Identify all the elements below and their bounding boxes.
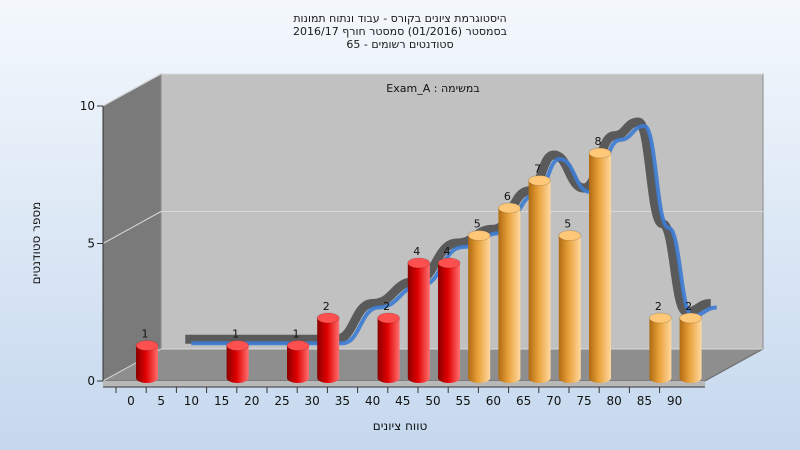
x-tick-label: 30 xyxy=(305,394,320,408)
bar-85 xyxy=(648,312,672,383)
bar-90 xyxy=(679,312,703,383)
bar-top xyxy=(316,312,340,324)
y-axis-title: מספר סטודנטים xyxy=(29,202,43,285)
bar-value-label: 2 xyxy=(685,300,692,313)
x-tick-label: 15 xyxy=(214,394,229,408)
bar-25 xyxy=(286,340,310,383)
title-line-1: היסטוגרמת ציונים בקורס - עבוד ונתוח תמונ… xyxy=(293,12,506,25)
x-tick-label: 65 xyxy=(516,394,531,408)
data-labels: 1 1 1 2 2 4 4 5 6 7 5 8 2 2 xyxy=(142,135,693,341)
bar-value-label: 2 xyxy=(655,300,662,313)
bar-value-label: 5 xyxy=(474,218,481,231)
title-line-3: סטודנטים רשומים - 65 xyxy=(346,38,453,51)
bar-0 xyxy=(135,340,159,383)
bar-value-label: 7 xyxy=(534,163,541,176)
x-tick-label: 20 xyxy=(244,394,259,408)
bar-body xyxy=(407,263,430,383)
curve-front-face xyxy=(191,123,717,346)
bar-value-label: 1 xyxy=(293,328,300,341)
bar-value-label: 1 xyxy=(142,328,149,341)
bar-body xyxy=(377,318,400,383)
x-tick-label: 75 xyxy=(576,394,591,408)
gridline-side xyxy=(102,73,162,107)
bars xyxy=(135,147,703,383)
bar-value-label: 8 xyxy=(595,135,602,148)
bar-top xyxy=(377,312,401,324)
bar-body xyxy=(679,318,702,383)
bar-top xyxy=(467,230,491,241)
bar-value-label: 2 xyxy=(323,300,330,313)
x-axis: 0 5 10 15 20 25 30 35 40 45 50 55 60 65 70 75 80 85 90 xyxy=(103,386,705,408)
x-tick-label: 35 xyxy=(335,394,350,408)
bar-top xyxy=(437,257,461,269)
bar-40 xyxy=(377,312,401,383)
bar-value-label: 1 xyxy=(232,328,239,341)
bar-body xyxy=(226,345,249,383)
bar-45 xyxy=(407,257,431,383)
bar-15 xyxy=(226,340,250,383)
bar-top xyxy=(679,312,703,324)
bar-body xyxy=(558,235,581,383)
x-axis-title: טווח ציונים xyxy=(373,419,428,433)
exam-annotation: במשימה : Exam_A xyxy=(386,82,479,95)
bar-body xyxy=(287,345,309,383)
bar-70 xyxy=(558,230,582,383)
bar-body xyxy=(649,318,672,383)
x-tick-label: 70 xyxy=(546,394,561,408)
bar-55 xyxy=(467,230,491,383)
gridline-side xyxy=(102,211,162,244)
bar-top xyxy=(648,312,672,324)
bar-body xyxy=(136,345,158,383)
bar-75 xyxy=(588,147,612,383)
x-tick-label: 50 xyxy=(425,394,440,408)
x-tick-label: 85 xyxy=(637,394,652,408)
bar-body xyxy=(498,208,521,383)
bar-top xyxy=(558,230,582,241)
bar-top xyxy=(497,202,521,214)
y-tick-label: 0 xyxy=(87,374,95,388)
x-tick-label: 55 xyxy=(456,394,471,408)
bar-body xyxy=(317,318,340,383)
distribution-curve xyxy=(185,117,717,346)
bar-body xyxy=(589,153,611,383)
bar-30 xyxy=(316,312,340,383)
bar-65 xyxy=(528,175,552,383)
bar-value-label: 4 xyxy=(444,245,451,258)
bar-body xyxy=(468,235,491,383)
bar-value-label: 5 xyxy=(564,218,571,231)
x-tick-label: 90 xyxy=(667,394,682,408)
curve-back-face xyxy=(185,117,712,344)
bar-value-label: 4 xyxy=(413,245,420,258)
x-tick-label: 45 xyxy=(395,394,410,408)
x-tick-label: 5 xyxy=(157,394,165,408)
bar-value-label: 2 xyxy=(383,300,390,313)
bar-60 xyxy=(497,202,521,383)
bar-top xyxy=(407,257,431,269)
x-tick-label: 25 xyxy=(274,394,289,408)
title-line-2: בסמסטר (01/2016) סמסטר חורף 2016/17 xyxy=(293,25,507,38)
y-axis: 0 5 10 xyxy=(80,99,104,388)
x-tick-label: 60 xyxy=(486,394,501,408)
bar-top xyxy=(135,340,159,351)
y-tick-label: 10 xyxy=(80,99,95,113)
bar-top xyxy=(286,340,310,351)
x-tick-label: 0 xyxy=(127,394,135,408)
x-tick-label: 40 xyxy=(365,394,380,408)
bar-value-label: 6 xyxy=(504,190,511,203)
x-tick-label: 10 xyxy=(184,394,199,408)
bar-top xyxy=(226,340,250,351)
y-tick-label: 5 xyxy=(87,237,95,251)
bar-50 xyxy=(437,257,461,383)
bar-top xyxy=(588,147,612,159)
floor-front-edge xyxy=(103,381,705,387)
bar-top xyxy=(528,175,552,186)
bar-body xyxy=(438,263,460,383)
chart-title: היסטוגרמת ציונים בקורס - עבוד ונתוח תמונ… xyxy=(293,12,507,51)
x-tick-label: 80 xyxy=(607,394,622,408)
bar-body xyxy=(528,180,551,383)
